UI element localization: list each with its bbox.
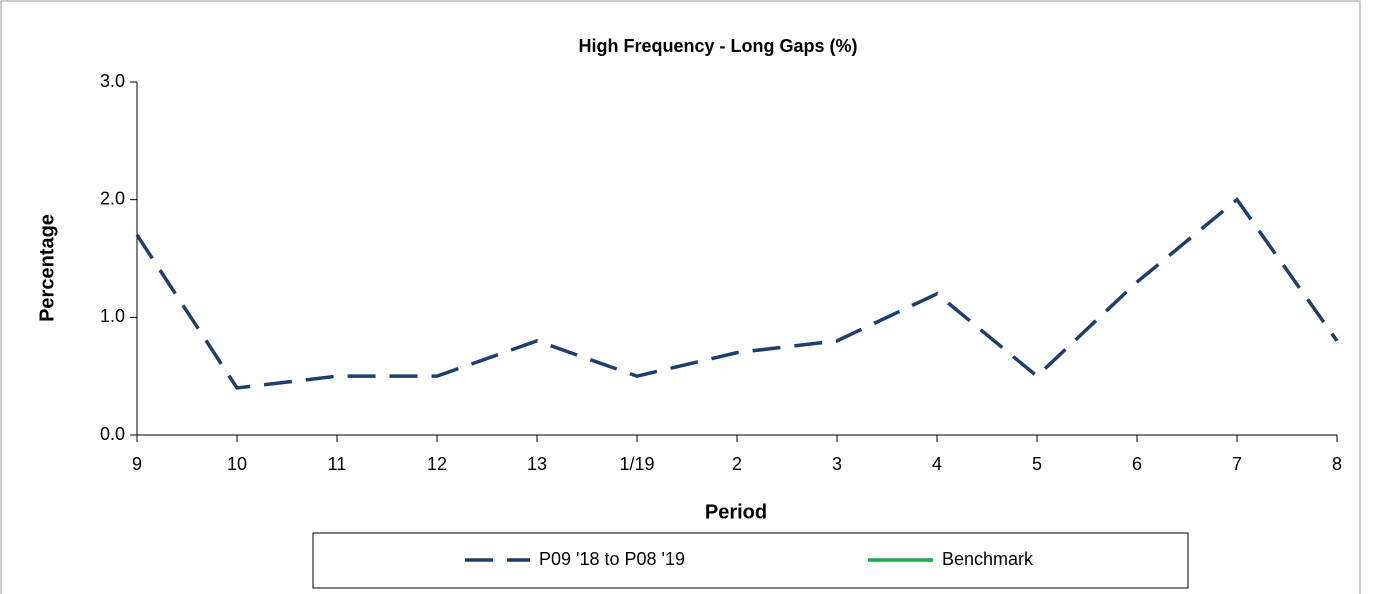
x-tick-label: 1/19 [619, 454, 654, 474]
x-tick-label: 13 [527, 454, 547, 474]
y-axis-label: Percentage [36, 214, 58, 322]
legend-label: Benchmark [942, 549, 1034, 569]
x-tick-label: 11 [328, 454, 347, 474]
x-axis-label: Period [705, 501, 767, 523]
series-line [135, 197, 1339, 390]
x-tick-label: 12 [427, 454, 447, 474]
chart-title: High Frequency - Long Gaps (%) [578, 36, 857, 56]
y-tick-label: 1.0 [100, 306, 125, 326]
y-tick-label: 0.0 [100, 424, 125, 444]
x-tick-label: 10 [227, 454, 247, 474]
x-tick-label: 5 [1032, 454, 1042, 474]
x-tick-label: 2 [732, 454, 742, 474]
legend-label: P09 '18 to P08 '19 [539, 549, 685, 569]
x-tick-label: 8 [1332, 454, 1342, 474]
x-tick-label: 4 [932, 454, 942, 474]
x-tick-label: 3 [832, 454, 842, 474]
y-tick-label: 2.0 [100, 188, 125, 208]
x-tick-label: 6 [1132, 454, 1142, 474]
x-tick-label: 9 [132, 454, 142, 474]
x-tick-label: 7 [1232, 454, 1242, 474]
legend [312, 532, 1189, 589]
y-tick-label: 3.0 [100, 71, 125, 91]
